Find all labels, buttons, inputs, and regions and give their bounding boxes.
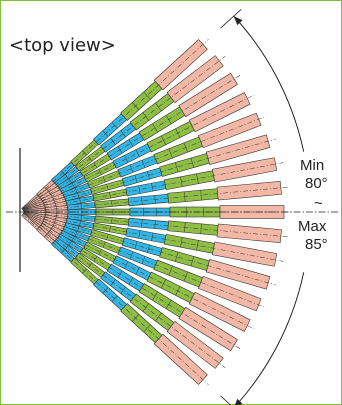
segment-divider bbox=[129, 251, 134, 260]
segment-divider bbox=[152, 291, 159, 301]
beam-13 bbox=[22, 211, 266, 312]
segment-divider bbox=[175, 162, 179, 173]
beam-center-line bbox=[23, 212, 276, 286]
angle-max-label: Max bbox=[298, 218, 327, 235]
segment-divider bbox=[72, 182, 75, 188]
arc-extension-bottom bbox=[220, 395, 232, 405]
beam-center-line bbox=[23, 74, 241, 211]
segment-divider bbox=[147, 244, 150, 253]
beam-2 bbox=[21, 55, 226, 212]
beam-segment bbox=[166, 55, 224, 104]
beam-4 bbox=[22, 92, 255, 213]
beam-center-line bbox=[23, 56, 226, 210]
segment-divider bbox=[147, 171, 150, 180]
beam-center-line bbox=[22, 214, 209, 385]
arc-extension-top bbox=[220, 9, 242, 29]
beam-17 bbox=[21, 213, 209, 385]
segment-divider bbox=[141, 256, 146, 264]
beam-10 bbox=[23, 210, 289, 244]
segment-divider bbox=[128, 139, 134, 147]
diagram-title: <top view> bbox=[9, 35, 116, 56]
beam-fan bbox=[21, 39, 292, 385]
beam-center-line bbox=[23, 116, 266, 211]
angle-separator: ~ bbox=[314, 195, 323, 212]
angle-arc-lower bbox=[235, 272, 305, 405]
angle-arc-group bbox=[220, 9, 305, 405]
beam-center-line bbox=[23, 213, 266, 308]
beam-11 bbox=[23, 210, 284, 267]
segment-divider bbox=[141, 219, 143, 228]
segment-divider bbox=[161, 135, 166, 145]
angle-min-value: 80° bbox=[305, 175, 328, 192]
segment-divider bbox=[77, 226, 80, 232]
angle-arc-upper bbox=[233, 15, 305, 152]
beam-center-line bbox=[23, 214, 226, 368]
angle-min-label: Min bbox=[300, 157, 325, 174]
segment-divider bbox=[134, 241, 138, 250]
segment-divider bbox=[155, 312, 162, 322]
segment-divider bbox=[102, 176, 106, 183]
segment-divider bbox=[120, 130, 126, 138]
segment-divider bbox=[106, 184, 109, 190]
beam-segment bbox=[216, 180, 282, 201]
beam-segment bbox=[128, 193, 169, 207]
segment-divider bbox=[141, 196, 143, 205]
segment-divider bbox=[134, 174, 138, 183]
segment-divider bbox=[128, 277, 134, 285]
segment-divider bbox=[77, 192, 80, 198]
segment-divider bbox=[190, 157, 194, 168]
segment-divider bbox=[102, 241, 106, 248]
segment-divider bbox=[152, 123, 159, 133]
beam-segment bbox=[128, 217, 169, 231]
beam-segment bbox=[167, 188, 219, 204]
segment-divider bbox=[143, 324, 151, 333]
beam-center-line bbox=[23, 212, 284, 262]
beam-center-line bbox=[23, 138, 276, 212]
beam-5 bbox=[22, 112, 266, 213]
segment-divider bbox=[143, 91, 151, 100]
beam-7 bbox=[23, 157, 284, 214]
beam-15 bbox=[22, 212, 241, 352]
beam-3 bbox=[22, 72, 241, 212]
segment-divider bbox=[175, 251, 179, 262]
segment-divider bbox=[129, 164, 134, 173]
segment-divider bbox=[68, 178, 72, 183]
segment-divider bbox=[155, 102, 162, 112]
arc-arrow-bottom bbox=[234, 398, 243, 405]
segment-divider bbox=[98, 249, 102, 255]
segment-divider bbox=[72, 236, 75, 242]
beam-14 bbox=[22, 211, 255, 332]
beam-center-line bbox=[23, 212, 289, 238]
beam-center-line bbox=[23, 213, 255, 330]
segment-divider bbox=[196, 240, 199, 251]
segment-divider bbox=[74, 187, 78, 193]
segment-divider bbox=[68, 241, 72, 246]
segment-divider bbox=[106, 234, 109, 240]
beam-segment bbox=[167, 220, 219, 236]
beam-segment bbox=[166, 320, 224, 369]
beam-segment bbox=[216, 223, 282, 244]
beam-center-line bbox=[23, 213, 241, 350]
segment-divider bbox=[141, 160, 146, 168]
segment-divider bbox=[120, 286, 126, 294]
beam-1 bbox=[21, 39, 209, 211]
segment-divider bbox=[190, 256, 194, 267]
segment-divider bbox=[74, 231, 78, 237]
segment-divider bbox=[98, 169, 102, 175]
segment-divider bbox=[196, 173, 199, 184]
segment-divider bbox=[111, 217, 113, 224]
beam-center-line bbox=[23, 186, 289, 212]
beam-center-line bbox=[23, 162, 284, 212]
angle-max-value: 85° bbox=[305, 236, 328, 253]
beam-center-line bbox=[23, 94, 255, 211]
segment-divider bbox=[161, 279, 166, 289]
beam-center-line bbox=[22, 39, 209, 210]
segment-divider bbox=[111, 200, 113, 207]
arc-arrow-top bbox=[233, 16, 243, 26]
